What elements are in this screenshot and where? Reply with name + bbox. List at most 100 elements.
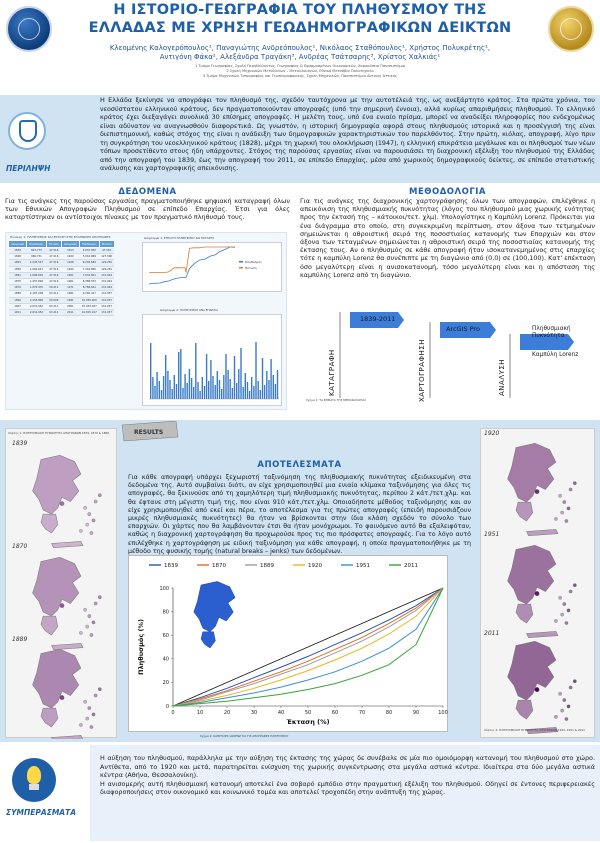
table-row: 1856 1.062.627 47.516 1940 7.344.860 129.281	[8, 266, 115, 273]
island	[558, 493, 562, 498]
province-bar	[253, 386, 255, 399]
x-tick-label: 90	[413, 710, 419, 716]
island	[560, 510, 565, 515]
methodology-caption: Σχήμα 1: ΤΑ ΒΗΜΑΤΑ ΤΗΣ ΜΕΘΟΔΟΛΟΓΙΑΣ	[306, 398, 366, 402]
table-cell: 1.679.470	[26, 284, 47, 292]
legend-area-swatch	[239, 267, 243, 269]
province-bar	[216, 371, 218, 399]
greece-map	[507, 443, 577, 536]
table-cell: 1.457.894	[26, 278, 47, 286]
table-title: Πίνακας 1: ΠΛΗΘΥΣΜΟΣ ΚΑΙ ΕΚΤΑΣΗ ΣΤΙΣ ΕΛΛ…	[10, 235, 111, 239]
province-bar	[218, 380, 221, 399]
population-area-chart: Πληθυσμός Έκταση	[142, 242, 282, 292]
province-bar	[242, 387, 244, 399]
table-cell: 1896	[8, 297, 27, 304]
table-cell: 1971	[61, 284, 80, 292]
lorenz-curve-2011	[172, 587, 444, 707]
table-cell: 131.957	[99, 309, 115, 317]
mainland-region	[507, 641, 557, 701]
athens-hotspot	[59, 501, 65, 506]
flow-period-label: 1839-2011	[360, 315, 396, 323]
mainland-region	[507, 545, 557, 605]
chart2-title: Διάγραμμα 2: ΠΛΗΘΥΣΜΟΣ ΑΝΑ ΕΠΑΡΧΙΑ	[160, 308, 218, 312]
abstract-text: Η Ελλάδα ξεκίνησε να απογράφει τον πληθυ…	[100, 96, 595, 172]
flow-density-label: Πληθυσμιακή Πυκνότητα	[532, 326, 571, 339]
flow-lorenz-label: Καμπύλη Lorenz	[532, 352, 579, 358]
province-bar	[208, 381, 210, 399]
table-cell: 986.731	[26, 253, 47, 261]
province-bar	[276, 370, 279, 399]
legend-pop-label: Πληθυσμός	[245, 260, 262, 264]
table-row: 1839 823.773 47.516 1913 2.631.952 47.516	[8, 247, 115, 255]
x-tick-label: 10	[197, 710, 203, 716]
table-cell: 1.035.527	[26, 259, 47, 267]
crete-region	[51, 643, 84, 650]
table-cell: 129.281	[99, 259, 115, 267]
conclusions-label: ΣΥΜΠΕΡΑΣΜΑΤΑ	[6, 808, 77, 817]
map-year-2011: 2011	[484, 630, 500, 637]
island	[568, 685, 573, 690]
table-cell: 5.016.889	[79, 253, 100, 261]
province-bar	[272, 375, 274, 399]
island	[568, 487, 573, 492]
y-tick-label: 80	[163, 609, 169, 615]
table-header-cell: Έκταση	[45, 240, 62, 248]
island	[79, 631, 83, 635]
lightbulb-icon	[12, 758, 56, 802]
lorenz-curve-1870	[172, 587, 444, 707]
crete-region	[51, 541, 84, 548]
island	[560, 612, 565, 617]
methodology-flow: 1839-2011 ArcGIS Pro Πληθυσμιακή Πυκνότη…	[300, 298, 595, 410]
stage-analysis: ΑΝΑΛΥΣΗ	[498, 358, 506, 396]
table-cell: 10.934.097	[79, 303, 100, 310]
table-cell: 63.211	[46, 290, 62, 298]
province-bar	[160, 390, 163, 399]
island	[83, 699, 87, 704]
table-cell: 131.957	[99, 290, 115, 298]
table-header-cell: Πληθυσμός	[79, 240, 100, 248]
authors: Κλεομένης Καλογερόπουλος¹, Παναγιώτης Αν…	[109, 44, 491, 61]
table-cell: 1951	[61, 272, 80, 279]
legend-label-1951: 1951	[356, 563, 370, 569]
table-cell: 2.433.806	[26, 297, 47, 304]
legend-label-1889: 1889	[260, 563, 274, 569]
crete-region	[526, 529, 559, 536]
province-bar	[182, 388, 184, 399]
table-cell: 47.516	[46, 272, 62, 279]
map-year-1839: 1839	[12, 440, 28, 447]
table-cell: 1856	[8, 266, 27, 273]
table-row: 1870 1.457.894 47.516 1961 8.388.553 131.944	[8, 278, 115, 286]
province-bar	[225, 354, 227, 399]
table-cell: 1870	[8, 278, 27, 286]
island	[564, 519, 569, 523]
island	[83, 505, 87, 510]
province-bar	[158, 381, 160, 399]
island	[85, 522, 90, 527]
island	[87, 512, 92, 516]
island	[93, 499, 98, 504]
x-tick-label: 30	[251, 710, 257, 716]
peloponnese-region	[40, 615, 59, 636]
province-bar	[246, 382, 249, 399]
table-cell: 47.516	[46, 266, 62, 273]
province-bar	[231, 388, 234, 399]
table-row: 1848 986.731 47.516 1920 5.016.889 127.300	[8, 253, 115, 261]
greece-map	[507, 641, 577, 734]
lorenz-curve-1839	[172, 587, 444, 707]
table-cell: 131.944	[99, 278, 115, 286]
table-cell: 6.204.684	[79, 259, 100, 267]
y-tick-label: 20	[163, 680, 169, 686]
table-cell: 10.815.197	[79, 309, 100, 317]
y-tick-label: 100	[159, 586, 169, 592]
table-cell: 10.259.900	[79, 297, 100, 304]
island	[572, 481, 577, 486]
inset-greece-map	[193, 581, 236, 649]
province-bar	[233, 356, 236, 399]
maps-left-caption: Χάρτης 1: ΠΛΗΘΥΣΜΙΑΚΗ ΠΥΚΝΟΤΗΤΑ ΑΠΟΓΡΑΦΩ…	[8, 431, 109, 435]
table-cell: 1961	[61, 278, 80, 286]
greece-map	[32, 557, 102, 650]
island	[566, 608, 571, 613]
table-cell: 7.344.860	[79, 266, 100, 273]
inset-mainland	[193, 581, 236, 633]
province-bar	[186, 383, 188, 399]
